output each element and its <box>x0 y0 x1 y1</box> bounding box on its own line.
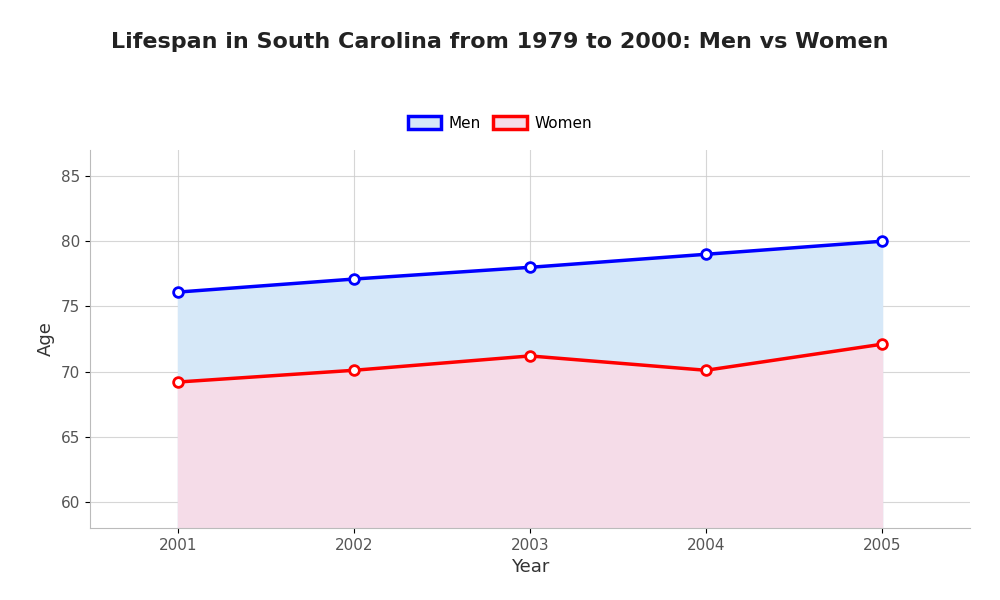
Y-axis label: Age: Age <box>37 322 55 356</box>
X-axis label: Year: Year <box>511 558 549 576</box>
Text: Lifespan in South Carolina from 1979 to 2000: Men vs Women: Lifespan in South Carolina from 1979 to … <box>111 32 889 52</box>
Legend: Men, Women: Men, Women <box>402 110 598 137</box>
